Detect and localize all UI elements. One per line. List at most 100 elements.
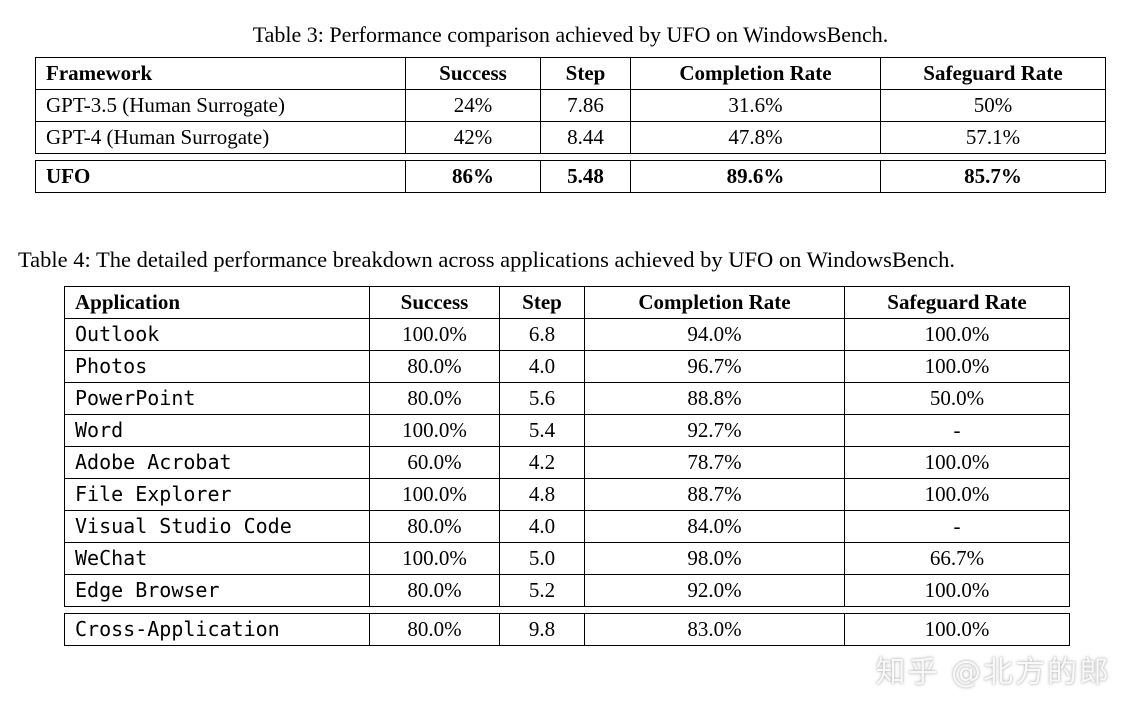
table-cell: 60.0%: [369, 445, 500, 479]
table4-body: Outlook 100.0% 6.8 94.0% 100.0% Photos 80.0% 4.…: [64, 317, 1070, 646]
table4-header-step: Step: [499, 285, 585, 319]
table-row: File Explorer 100.0% 4.8 88.7% 100.0%: [64, 477, 1070, 511]
table-cell: Outlook: [64, 317, 370, 351]
table-cell: 4.8: [499, 477, 585, 511]
table-cell: 5.0: [499, 541, 585, 575]
table-cell: 100.0%: [844, 445, 1070, 479]
table4-header-success: Success: [369, 285, 500, 319]
table-cell: Word: [64, 413, 370, 447]
table-cell: PowerPoint: [64, 381, 370, 415]
table4-header-safeguard-rate: Safeguard Rate: [844, 285, 1070, 319]
table3-header-success: Success: [405, 57, 541, 90]
table-row: WeChat 100.0% 5.0 98.0% 66.7%: [64, 541, 1070, 575]
table-cell: 80.0%: [369, 381, 500, 415]
table-cell: 100.0%: [369, 413, 500, 447]
table-cell: 92.7%: [584, 413, 845, 447]
table-rule-gap-cell: [64, 605, 1070, 614]
table-cell: 8.44: [540, 121, 631, 154]
table-cell: GPT-3.5 (Human Surrogate): [35, 89, 406, 122]
table-cell: 100.0%: [844, 349, 1070, 383]
table-cell: UFO: [35, 160, 406, 193]
table-cell: 100.0%: [844, 573, 1070, 607]
table-cell: 42%: [405, 121, 541, 154]
table-cell: 80.0%: [369, 573, 500, 607]
table-cell: 100.0%: [844, 612, 1070, 646]
table-cell: 84.0%: [584, 509, 845, 543]
table-cell: 5.6: [499, 381, 585, 415]
table-row: Edge Browser 80.0% 5.2 92.0% 100.0%: [64, 573, 1070, 607]
table-cell: 4.2: [499, 445, 585, 479]
watermark: 知乎 @北方的郎: [875, 655, 1111, 690]
table-row: Photos 80.0% 4.0 96.7% 100.0%: [64, 349, 1070, 383]
table-cell: 4.0: [499, 349, 585, 383]
table-cell: Edge Browser: [64, 573, 370, 607]
table3-header-safeguard-rate: Safeguard Rate: [880, 57, 1106, 90]
table-row: Adobe Acrobat 60.0% 4.2 78.7% 100.0%: [64, 445, 1070, 479]
table-rule-gap: [35, 153, 1106, 161]
table-cell: 88.7%: [584, 477, 845, 511]
table-cell: 31.6%: [630, 89, 881, 122]
table-cell: 78.7%: [584, 445, 845, 479]
table-cell: 83.0%: [584, 612, 845, 646]
table3-header-row: Framework Success Step Completion Rate Safeg…: [35, 57, 1106, 90]
table-cell: 6.8: [499, 317, 585, 351]
table4: Application Success Step Completion Rate Saf…: [64, 285, 1070, 646]
table-cell: 50.0%: [844, 381, 1070, 415]
table-cell: 80.0%: [369, 612, 500, 646]
table-cell: 100.0%: [844, 317, 1070, 351]
table-row: UFO 86% 5.48 89.6% 85.7%: [35, 160, 1106, 193]
table-cell: 100.0%: [844, 477, 1070, 511]
table-cell: 5.4: [499, 413, 585, 447]
table-cell: 100.0%: [369, 317, 500, 351]
table3: Framework Success Step Completion Rate Safeg…: [35, 57, 1106, 193]
table-cell: 85.7%: [880, 160, 1106, 193]
table-cell: Cross-Application: [64, 612, 370, 646]
table-row: Cross-Application 80.0% 9.8 83.0% 100.0%: [64, 612, 1070, 646]
table-cell: 94.0%: [584, 317, 845, 351]
table-row: Word 100.0% 5.4 92.7% -: [64, 413, 1070, 447]
table-cell: Photos: [64, 349, 370, 383]
table-cell: File Explorer: [64, 477, 370, 511]
table-cell: 89.6%: [630, 160, 881, 193]
table-cell: 80.0%: [369, 509, 500, 543]
table-cell: -: [844, 509, 1070, 543]
table3-header-framework: Framework: [35, 57, 406, 90]
table3-header-completion-rate: Completion Rate: [630, 57, 881, 90]
table-cell: Adobe Acrobat: [64, 445, 370, 479]
table-cell: 50%: [880, 89, 1106, 122]
table-cell: 100.0%: [369, 541, 500, 575]
paper-page: Table 3: Performance comparison achieved…: [0, 22, 1141, 713]
table-cell: 4.0: [499, 509, 585, 543]
table4-header-application: Application: [64, 285, 370, 319]
table-cell: 96.7%: [584, 349, 845, 383]
table-cell: 100.0%: [369, 477, 500, 511]
table-cell: 92.0%: [584, 573, 845, 607]
table-cell: 9.8: [499, 612, 585, 646]
table-cell: 5.48: [540, 160, 631, 193]
table-rule-gap: [64, 605, 1070, 614]
table4-header-completion-rate: Completion Rate: [584, 285, 845, 319]
table-cell: 47.8%: [630, 121, 881, 154]
table-cell: 88.8%: [584, 381, 845, 415]
table-cell: GPT-4 (Human Surrogate): [35, 121, 406, 154]
table-row: GPT-4 (Human Surrogate) 42% 8.44 47.8% 57.1%: [35, 121, 1106, 154]
table-cell: -: [844, 413, 1070, 447]
table-row: Outlook 100.0% 6.8 94.0% 100.0%: [64, 317, 1070, 351]
table3-body: GPT-3.5 (Human Surrogate) 24% 7.86 31.6% 50%…: [35, 89, 1106, 193]
table-row: PowerPoint 80.0% 5.6 88.8% 50.0%: [64, 381, 1070, 415]
table-rule-gap-cell: [35, 153, 1106, 161]
table-row: Visual Studio Code 80.0% 4.0 84.0% -: [64, 509, 1070, 543]
table-cell: Visual Studio Code: [64, 509, 370, 543]
table-cell: 5.2: [499, 573, 585, 607]
table-cell: WeChat: [64, 541, 370, 575]
table-row: GPT-3.5 (Human Surrogate) 24% 7.86 31.6% 50%: [35, 89, 1106, 122]
table-cell: 98.0%: [584, 541, 845, 575]
table-cell: 86%: [405, 160, 541, 193]
table3-header-step: Step: [540, 57, 631, 90]
table-cell: 7.86: [540, 89, 631, 122]
table-cell: 80.0%: [369, 349, 500, 383]
table-cell: 57.1%: [880, 121, 1106, 154]
table4-caption: Table 4: The detailed performance breakd…: [18, 247, 956, 272]
table-cell: 24%: [405, 89, 541, 122]
table-cell: 66.7%: [844, 541, 1070, 575]
